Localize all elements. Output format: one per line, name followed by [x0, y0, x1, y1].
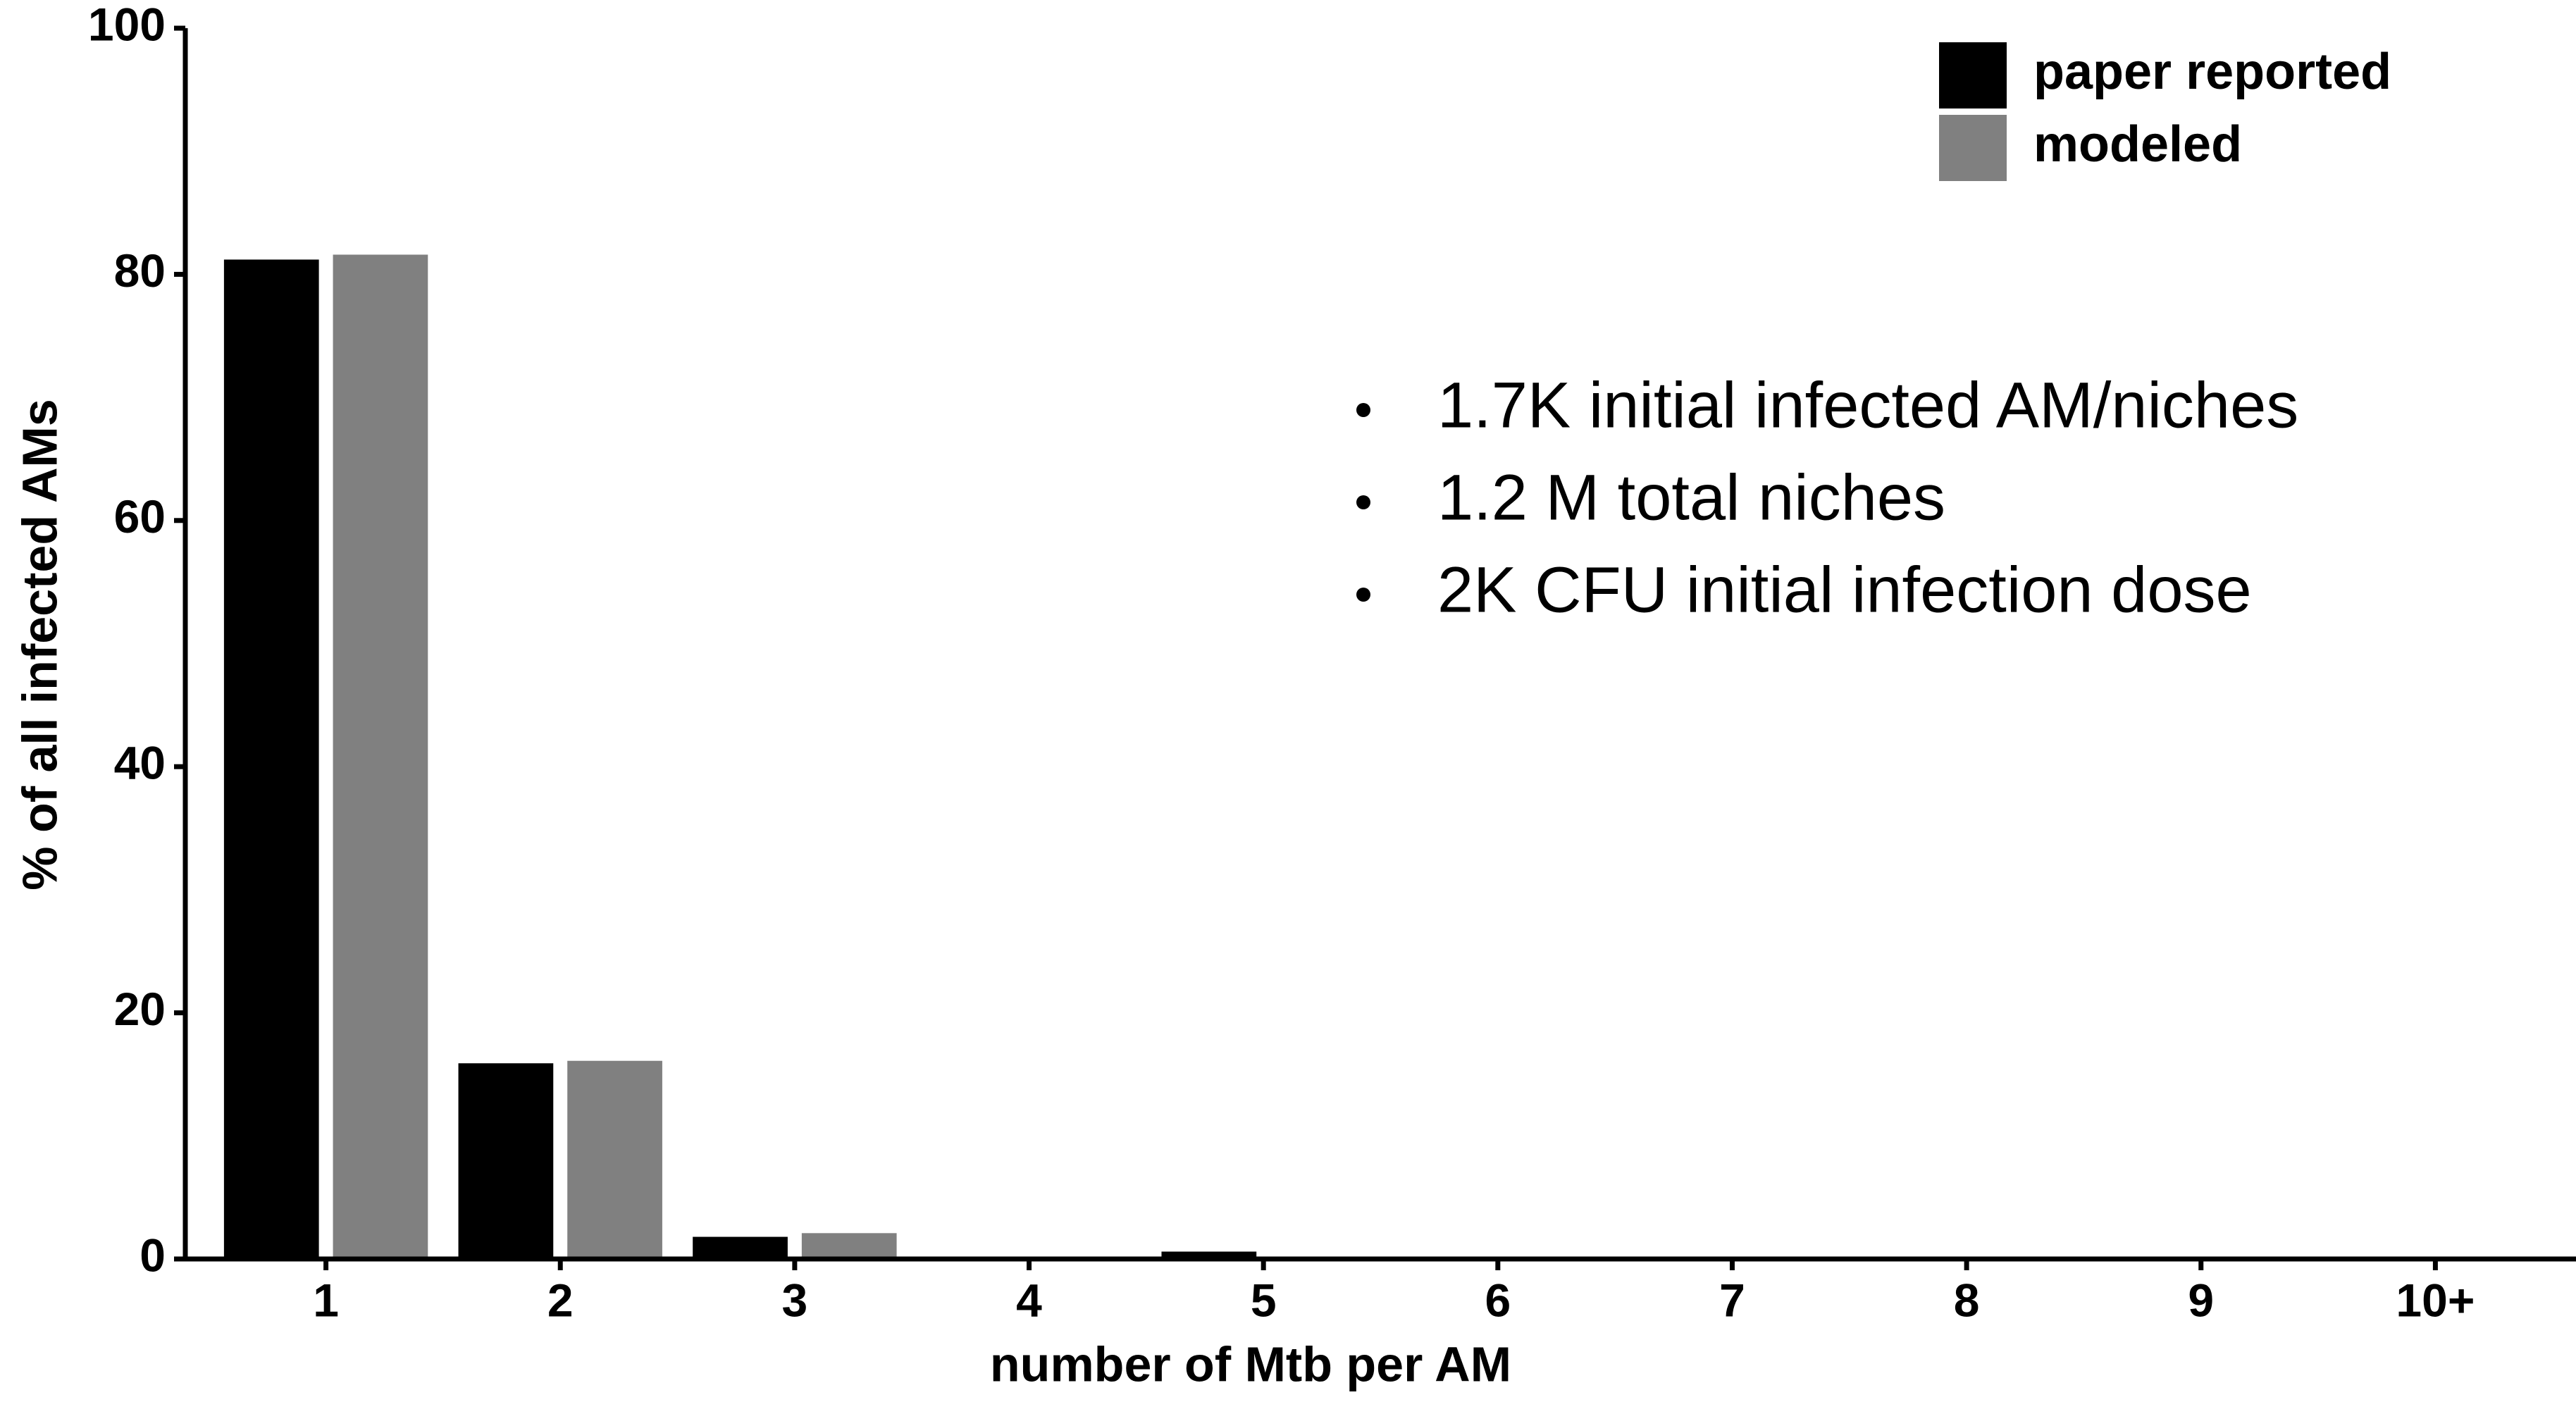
bar — [567, 1060, 662, 1259]
x-tick-label: 1 — [313, 1274, 339, 1326]
y-axis-title: % of all infected AMs — [12, 399, 67, 891]
bar — [458, 1063, 554, 1259]
y-tick-label: 0 — [140, 1229, 166, 1281]
legend-label: paper reported — [2033, 44, 2391, 100]
bar — [693, 1236, 788, 1259]
x-tick-label: 8 — [1954, 1274, 1980, 1326]
x-tick-label: 2 — [547, 1274, 574, 1326]
x-tick-label: 5 — [1251, 1274, 1277, 1326]
x-tick-label: 7 — [1719, 1274, 1745, 1326]
y-tick-label: 20 — [114, 983, 166, 1035]
x-tick-label: 4 — [1016, 1274, 1042, 1326]
y-tick-label: 60 — [114, 490, 166, 542]
x-tick-label: 10+ — [2396, 1274, 2475, 1326]
x-axis-title: number of Mtb per AM — [990, 1336, 1511, 1391]
legend-swatch — [1939, 42, 2007, 108]
y-tick-label: 40 — [114, 737, 166, 789]
y-tick-label: 80 — [114, 244, 166, 297]
bar — [223, 259, 319, 1259]
y-tick-label: 100 — [88, 0, 166, 50]
legend-swatch — [1939, 115, 2007, 181]
bullet — [1356, 495, 1370, 509]
x-tick-label: 6 — [1485, 1274, 1511, 1326]
legend-label: modeled — [2033, 116, 2242, 173]
annotation: 2K CFU initial infection dose — [1437, 554, 2252, 626]
bar — [1161, 1251, 1257, 1259]
x-tick-label: 3 — [782, 1274, 808, 1326]
x-tick-label: 9 — [2188, 1274, 2214, 1326]
annotation: 1.2 M total niches — [1437, 461, 1945, 533]
bar — [333, 254, 428, 1259]
annotation: 1.7K initial infected AM/niches — [1437, 369, 2298, 441]
bar — [801, 1233, 897, 1259]
bullet — [1356, 588, 1370, 602]
bullet — [1356, 403, 1370, 417]
